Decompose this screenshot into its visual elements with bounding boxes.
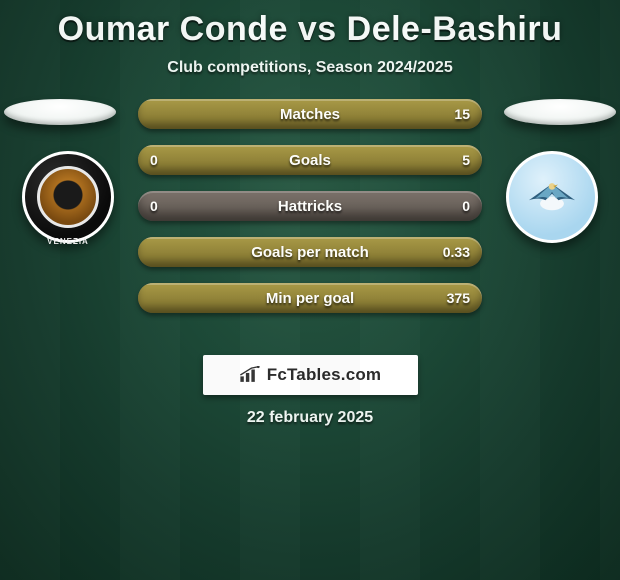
brand-text: FcTables.com	[267, 365, 382, 385]
stat-bar: 0 5 Goals	[138, 145, 482, 175]
team-badge-left: VENEZIA	[22, 151, 114, 243]
stat-label: Goals per match	[251, 244, 369, 261]
brand-box[interactable]: FcTables.com	[203, 355, 418, 395]
venezia-crest-icon	[37, 166, 99, 228]
right-disc	[504, 99, 616, 125]
stat-bar: 0 0 Hattricks	[138, 191, 482, 221]
page-subtitle: Club competitions, Season 2024/2025	[0, 59, 620, 77]
stat-value-right: 375	[447, 290, 470, 306]
page-title: Oumar Conde vs Dele-Bashiru	[0, 0, 620, 49]
comparison-arena: VENEZIA 15 Matches 0 5 Goals 0 0 Hattricks 0.33 G…	[0, 99, 620, 349]
lazio-eagle-icon	[519, 164, 585, 230]
stat-bar: 15 Matches	[138, 99, 482, 129]
stat-value-left: 0	[150, 152, 158, 168]
bars-chart-icon	[239, 366, 261, 384]
stat-value-right: 15	[454, 106, 470, 122]
stat-bars: 15 Matches 0 5 Goals 0 0 Hattricks 0.33 Goals per…	[138, 99, 482, 329]
stat-label: Matches	[280, 106, 340, 123]
stat-value-right: 0	[462, 198, 470, 214]
stat-value-left: 0	[150, 198, 158, 214]
stat-bar: 375 Min per goal	[138, 283, 482, 313]
stat-label: Hattricks	[278, 198, 342, 215]
stat-bar: 0.33 Goals per match	[138, 237, 482, 267]
team-badge-left-label: VENEZIA	[47, 237, 89, 246]
stat-value-right: 0.33	[443, 244, 470, 260]
stat-value-right: 5	[462, 152, 470, 168]
snapshot-date: 22 february 2025	[0, 409, 620, 427]
stat-label: Goals	[289, 152, 331, 169]
stat-label: Min per goal	[266, 290, 354, 307]
team-badge-right	[506, 151, 598, 243]
left-disc	[4, 99, 116, 125]
